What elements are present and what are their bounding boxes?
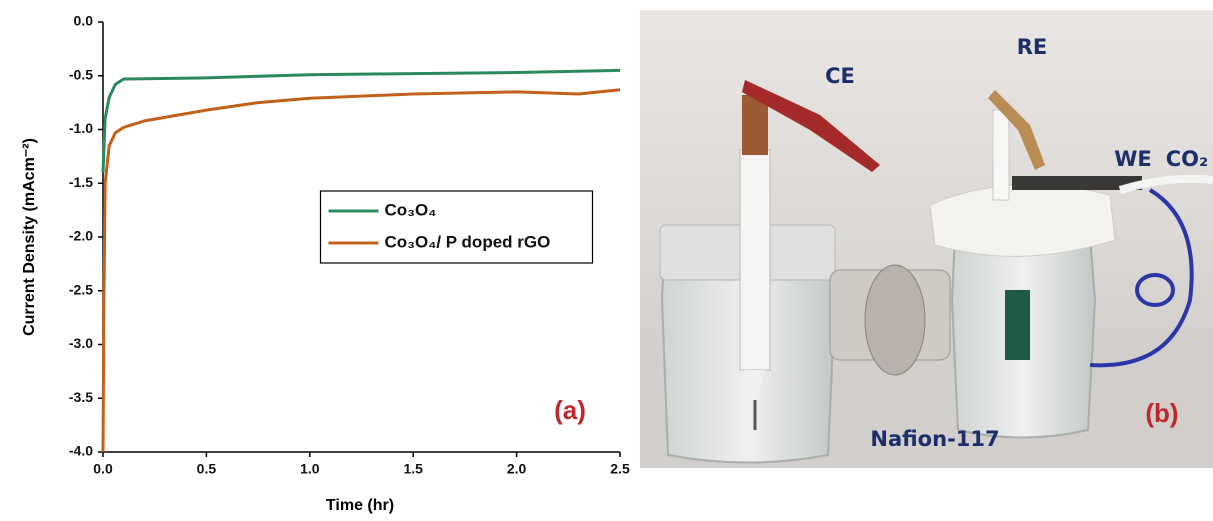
y-tick-label: -0.5 (69, 66, 93, 82)
photo-label: CE (825, 64, 855, 88)
series-line (103, 90, 620, 452)
x-tick-label: 0.5 (197, 461, 217, 477)
photo-label: WE (1114, 147, 1152, 171)
x-axis-label: Time (hr) (326, 497, 394, 514)
photo-label: RE (1017, 35, 1048, 59)
x-tick-label: 1.5 (403, 461, 423, 477)
photo-label: Nafion-117 (870, 427, 999, 451)
y-axis-label: Current Density (mAcm⁻²) (21, 138, 38, 336)
figure: CE RE WE CO₂ Nafion-117 (b) (a) Time (hr… (0, 0, 1213, 521)
x-tick-label: 0.0 (93, 461, 113, 477)
y-tick-label: -3.5 (69, 389, 93, 405)
photo-label: CO₂ (1166, 147, 1208, 171)
panel-label: (a) (554, 395, 586, 425)
panel-label: (b) (1145, 398, 1178, 428)
photo: CE RE WE CO₂ Nafion-117 (b) (640, 10, 1213, 468)
y-tick-label: -1.0 (69, 120, 93, 136)
y-tick-label: -3.0 (69, 335, 93, 351)
legend-label: Co₃O₄/ P doped rGO (385, 232, 551, 251)
legend-label: Co₃O₄ (385, 200, 437, 219)
x-tick-label: 2.5 (610, 461, 630, 477)
y-tick-label: 0.0 (74, 13, 94, 29)
x-tick-label: 1.0 (300, 461, 320, 477)
y-tick-label: -4.0 (69, 443, 93, 459)
y-tick-label: -2.0 (69, 228, 93, 244)
x-tick-label: 2.0 (507, 461, 527, 477)
y-tick-label: -2.5 (69, 281, 93, 297)
legend-box (321, 191, 593, 263)
y-tick-label: -1.5 (69, 174, 93, 190)
series-line (103, 70, 620, 172)
